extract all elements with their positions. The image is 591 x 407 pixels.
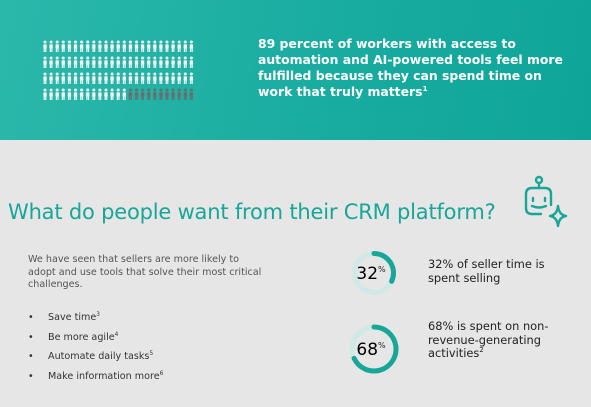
bullet-text: Save time bbox=[48, 312, 97, 323]
stat-description: 32% of seller time is spent selling bbox=[428, 257, 545, 285]
footnote: 3 bbox=[96, 311, 100, 318]
bullet-text: Make information more bbox=[48, 370, 160, 382]
donut-label: 32% bbox=[356, 264, 386, 284]
stat-text: 32% of seller time is spent selling bbox=[428, 257, 573, 285]
stat-description: 68% is spent on non-revenue-generating a… bbox=[428, 319, 549, 360]
footnote: 6 bbox=[159, 370, 164, 377]
bullet-item: Be more agile4 bbox=[28, 331, 119, 343]
bullet-text: Be more agile bbox=[48, 331, 115, 343]
bullet-item: Make information more6 bbox=[28, 370, 164, 382]
donut-arc bbox=[371, 251, 396, 284]
donut-value: 68 bbox=[356, 340, 378, 360]
people-icons bbox=[42, 40, 195, 88]
bullet-text: Automate daily tasks bbox=[48, 351, 150, 362]
bullet-item: Save time3 bbox=[28, 312, 100, 323]
donut-value: 32 bbox=[356, 264, 378, 284]
people-icons bbox=[42, 88, 128, 104]
donut-unit: % bbox=[378, 341, 386, 350]
footnote: 2 bbox=[479, 346, 484, 355]
people-icons-grey bbox=[127, 88, 195, 104]
donut-arc bbox=[351, 324, 399, 374]
footnote: 4 bbox=[114, 331, 119, 338]
footnote: 5 bbox=[149, 350, 154, 357]
bullet-item: Automate daily tasks5 bbox=[28, 351, 153, 362]
banner-text: 89 percent of workers with access to aut… bbox=[258, 36, 563, 99]
donut-label: 68% bbox=[356, 340, 386, 360]
robot-icon bbox=[524, 175, 568, 228]
section-title: What do people want from their CRM platf… bbox=[8, 200, 496, 224]
intro-text: We have seen that sellers are more likel… bbox=[28, 254, 262, 290]
stat-text: 68% is spent on non-revenue-generating a… bbox=[428, 319, 573, 361]
donut-unit: % bbox=[378, 265, 386, 274]
